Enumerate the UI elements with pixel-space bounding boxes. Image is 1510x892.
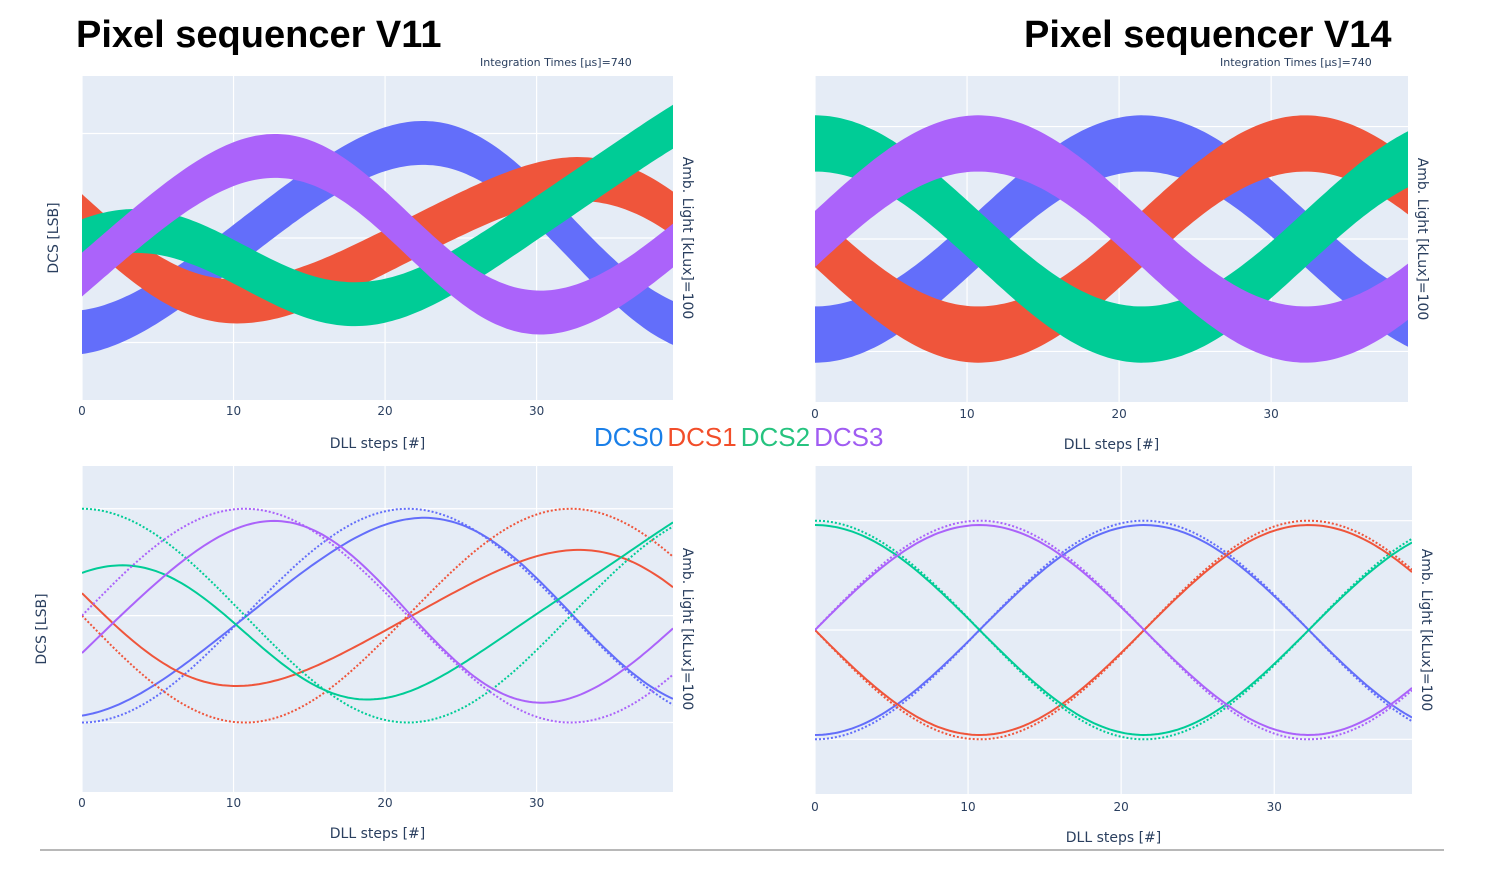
integration-time-label-v14: Integration Times [µs]=740 [1220, 56, 1372, 69]
x-tick-label: 30 [1264, 407, 1279, 421]
legend-item-dcs3: DCS3 [814, 422, 884, 452]
ambient-light-label: Amb. Light [kLux]=100 [1418, 549, 1434, 712]
series-band-dcs3 [82, 134, 673, 335]
x-axis-label: DLL steps [#] [1064, 437, 1160, 453]
series-band-dcs1 [82, 157, 673, 324]
x-tick-label: 0 [78, 404, 86, 418]
series-line-dotted-dcs0 [82, 507, 673, 724]
x-tick-label: 0 [811, 407, 819, 421]
plot-area [82, 466, 673, 792]
x-axis-label: DLL steps [#] [1066, 830, 1162, 846]
x-axis-label: DLL steps [#] [330, 826, 426, 842]
ambient-light-label: Amb. Light [kLux]=100 [679, 548, 695, 711]
y-axis-label: DCS [LSB] [46, 202, 62, 273]
x-tick-label: 10 [226, 796, 241, 810]
series-line-dcs2 [815, 524, 1412, 737]
x-tick-label: 30 [529, 796, 544, 810]
bottom-divider [40, 849, 1444, 851]
series-line-dcs0 [815, 523, 1412, 736]
ambient-light-label: Amb. Light [kLux]=100 [1414, 158, 1430, 321]
series-line-dcs1 [815, 523, 1412, 737]
series-line-dcs2 [82, 521, 673, 701]
x-tick-label: 10 [960, 800, 975, 814]
page-title-v11: Pixel sequencer V11 [76, 14, 442, 56]
x-axis-label: DLL steps [#] [330, 436, 426, 452]
legend-item-dcs2: DCS2 [740, 422, 811, 452]
x-tick-label: 0 [811, 800, 819, 814]
series-line-dotted-dcs1 [82, 507, 673, 724]
series-line-dotted-dcs2 [82, 507, 673, 724]
series-band-dcs2 [82, 104, 673, 327]
series-line-dcs1 [82, 548, 673, 687]
series-band-dcs3 [815, 115, 1408, 363]
integration-time-label-v11: Integration Times [µs]=740 [480, 56, 632, 69]
x-tick-label: 20 [377, 796, 392, 810]
series-line-dotted-dcs3 [82, 507, 673, 724]
y-axis-label: DCS [LSB] [34, 593, 50, 664]
legend-item-dcs1: DCS1 [667, 422, 737, 452]
x-tick-label: 10 [226, 404, 241, 418]
series-line-dcs0 [82, 516, 673, 717]
x-tick-label: 10 [959, 407, 974, 421]
series-line-dcs3 [82, 519, 673, 704]
x-tick-label: 30 [529, 404, 544, 418]
x-tick-label: 20 [1111, 407, 1126, 421]
ambient-light-label: Amb. Light [kLux]=100 [679, 157, 695, 320]
x-tick-label: 0 [78, 796, 86, 810]
x-tick-label: 30 [1267, 800, 1282, 814]
x-tick-label: 20 [1114, 800, 1129, 814]
x-tick-label: 20 [377, 404, 392, 418]
page-title-v14: Pixel sequencer V14 [1024, 14, 1392, 56]
series-line-dcs3 [815, 523, 1412, 737]
legend: DCS0 DCS1 DCS2 DCS3 [594, 422, 887, 453]
legend-item-dcs0: DCS0 [594, 422, 664, 452]
